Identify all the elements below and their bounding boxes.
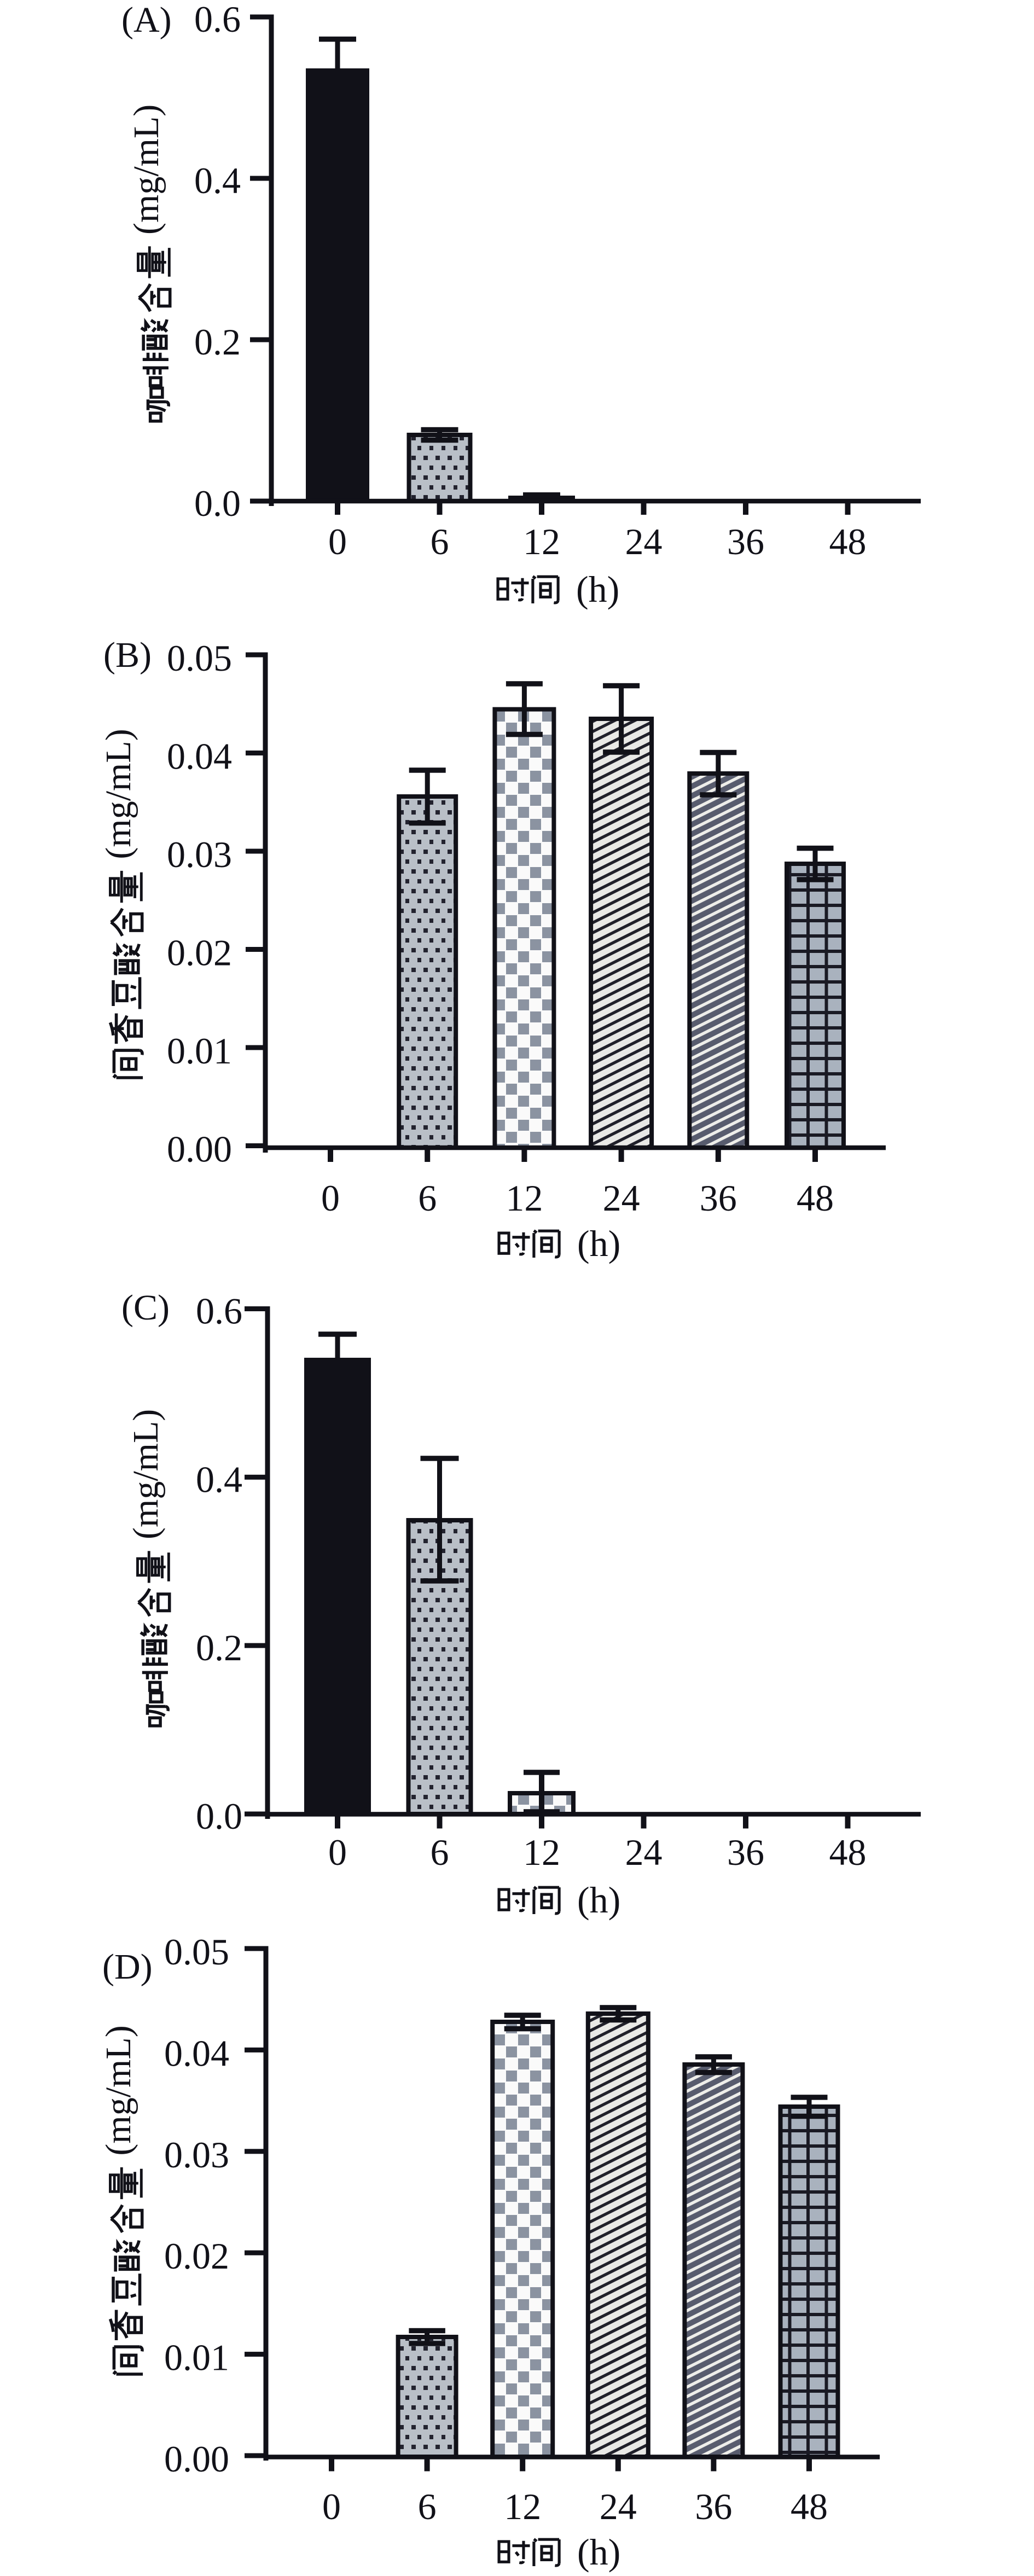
svg-text:24: 24	[600, 2486, 637, 2527]
svg-text:0.02: 0.02	[167, 932, 232, 974]
svg-text:(h): (h)	[576, 568, 619, 610]
svg-text:0.4: 0.4	[196, 1458, 242, 1500]
svg-text:(A): (A)	[121, 0, 172, 40]
svg-text:6: 6	[431, 1831, 449, 1873]
svg-text:(mg/mL): (mg/mL)	[126, 1409, 166, 1539]
svg-text:36: 36	[695, 2486, 732, 2527]
svg-text:0: 0	[321, 1177, 340, 1219]
svg-text:(h): (h)	[577, 2531, 620, 2573]
svg-text:(mg/mL): (mg/mL)	[98, 2025, 138, 2155]
svg-text:36: 36	[727, 1831, 764, 1873]
svg-text:0.01: 0.01	[167, 1030, 232, 1072]
svg-text:48: 48	[829, 521, 867, 562]
svg-text:0.6: 0.6	[194, 0, 241, 40]
svg-text:6: 6	[418, 2486, 437, 2527]
svg-text:0.03: 0.03	[164, 2134, 229, 2176]
svg-text:0.01: 0.01	[164, 2337, 229, 2379]
svg-text:6: 6	[418, 1177, 437, 1219]
svg-text:0.4: 0.4	[194, 160, 241, 201]
svg-text:6: 6	[431, 521, 449, 562]
svg-text:0.2: 0.2	[196, 1627, 242, 1668]
svg-text:24: 24	[625, 1831, 663, 1873]
svg-text:36: 36	[700, 1177, 737, 1219]
svg-text:0.03: 0.03	[167, 834, 232, 875]
svg-text:(h): (h)	[577, 1879, 620, 1921]
svg-text:0: 0	[322, 2486, 341, 2527]
svg-text:(D): (D)	[102, 1947, 153, 1987]
svg-text:0.0: 0.0	[194, 482, 241, 524]
svg-text:0.05: 0.05	[164, 1931, 229, 1973]
svg-text:12: 12	[523, 1831, 560, 1873]
svg-text:0.04: 0.04	[164, 2032, 229, 2074]
svg-text:0.2: 0.2	[194, 321, 241, 363]
svg-text:0: 0	[328, 1831, 347, 1873]
svg-text:24: 24	[625, 521, 663, 562]
svg-text:0.00: 0.00	[167, 1129, 232, 1170]
svg-text:0: 0	[328, 521, 347, 562]
svg-text:12: 12	[506, 1177, 543, 1219]
svg-text:12: 12	[523, 521, 560, 562]
svg-text:12: 12	[504, 2486, 541, 2527]
svg-text:0.02: 0.02	[164, 2235, 229, 2277]
svg-text:0.04: 0.04	[167, 736, 232, 777]
svg-text:0.0: 0.0	[196, 1795, 242, 1837]
svg-text:0.6: 0.6	[196, 1290, 242, 1332]
svg-text:(mg/mL): (mg/mL)	[98, 729, 138, 859]
svg-text:0.00: 0.00	[164, 2438, 229, 2480]
svg-text:(mg/mL): (mg/mL)	[126, 104, 166, 235]
svg-text:(B): (B)	[103, 635, 152, 675]
svg-text:48: 48	[791, 2486, 828, 2527]
svg-text:36: 36	[727, 521, 764, 562]
svg-text:24: 24	[603, 1177, 640, 1219]
svg-text:0.05: 0.05	[167, 637, 232, 679]
svg-text:(h): (h)	[577, 1223, 620, 1264]
svg-text:48: 48	[797, 1177, 834, 1219]
svg-text:(C): (C)	[121, 1288, 170, 1328]
svg-text:48: 48	[829, 1831, 867, 1873]
